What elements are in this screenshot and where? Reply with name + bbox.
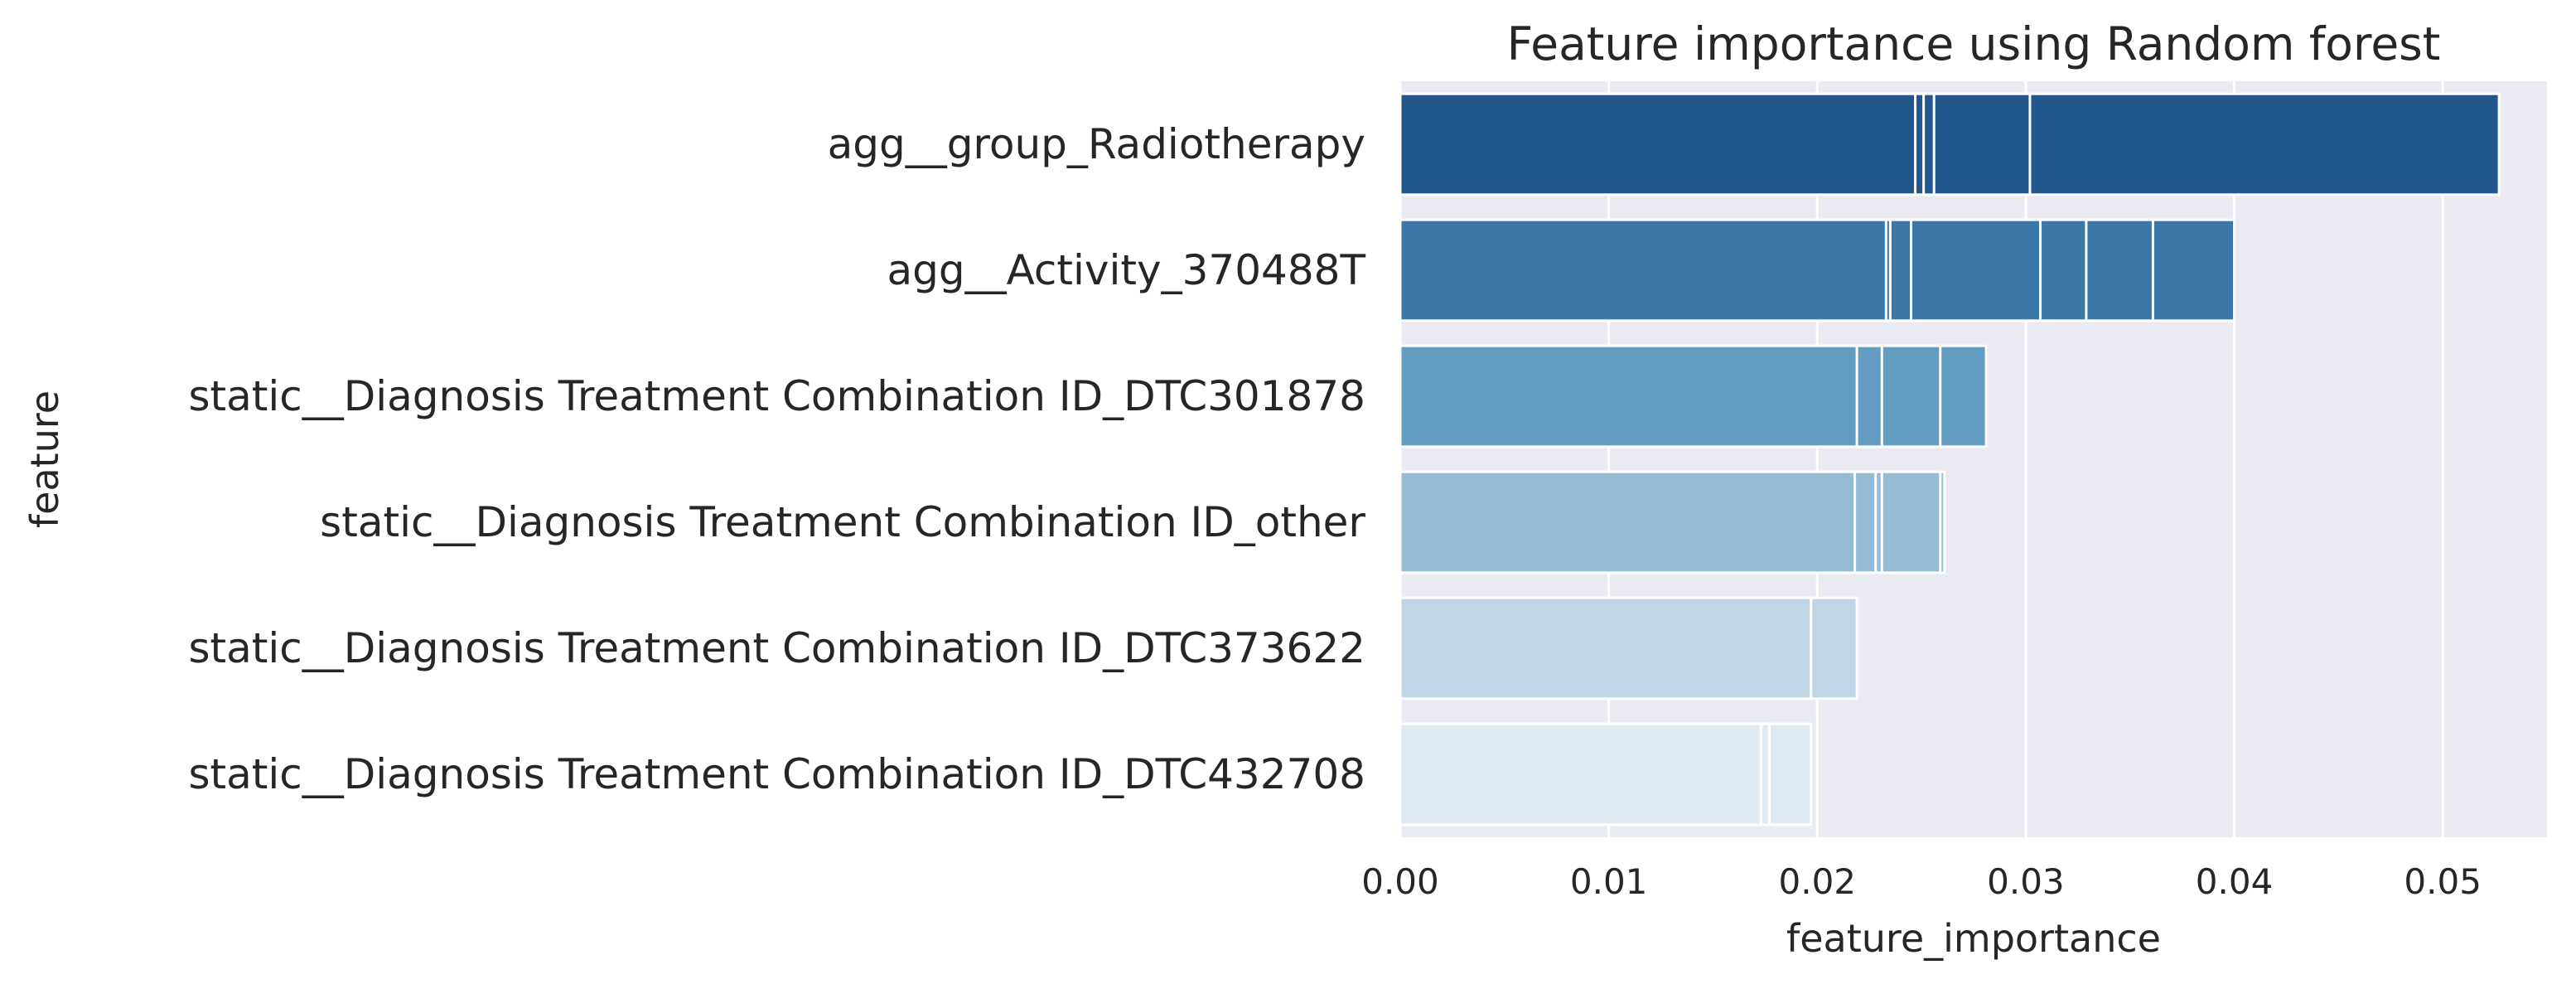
bar-overlap-segment <box>1399 218 1887 322</box>
category-label: static__Diagnosis Treatment Combination … <box>188 750 1365 798</box>
x-axis-title: feature_importance <box>1786 916 2161 961</box>
x-tick-label: 0.01 <box>1570 861 1648 902</box>
bars <box>1399 92 2501 826</box>
category-label: static__Diagnosis Treatment Combination … <box>188 624 1365 672</box>
x-tick-label: 0.02 <box>1779 861 1857 902</box>
category-labels: agg__group_Radiotherapy agg__Activity_370… <box>188 120 1365 798</box>
bar-overlap-segment <box>1399 722 1762 826</box>
category-label: agg__Activity_370488T <box>887 246 1365 294</box>
plot-background <box>1400 81 2547 837</box>
x-tick-label: 0.04 <box>2196 861 2274 902</box>
x-tick-label: 0.03 <box>1987 861 2065 902</box>
category-label: static__Diagnosis Treatment Combination … <box>188 372 1365 420</box>
bar-overlap-segment <box>1399 470 1857 574</box>
y-axis-title: feature <box>22 390 67 528</box>
x-tick-label: 0.00 <box>1361 861 1439 902</box>
bar-overlap-segment <box>1399 344 1858 448</box>
grid-lines <box>1399 81 2444 837</box>
category-label: static__Diagnosis Treatment Combination … <box>320 498 1365 546</box>
bar-overlap-segment <box>1399 92 1917 196</box>
x-tick-labels: 0.00 0.01 0.02 0.03 0.04 0.05 <box>1361 861 2482 902</box>
chart-title: Feature importance using Random forest <box>1507 17 2441 70</box>
category-label: agg__group_Radiotherapy <box>828 120 1365 168</box>
x-tick-label: 0.05 <box>2404 861 2482 902</box>
bar-overlap-segment <box>1399 596 1813 700</box>
